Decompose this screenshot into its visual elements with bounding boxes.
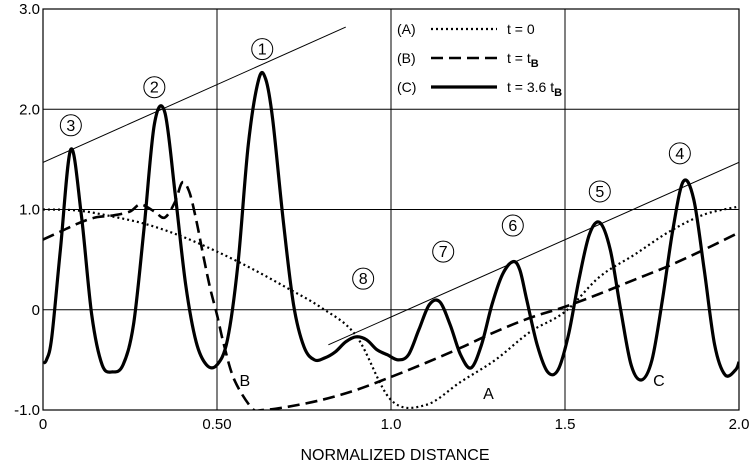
envelope-line [43, 26, 346, 163]
annotations: A B C 1 2 3 4 5 6 7 8 [59, 38, 691, 403]
peak-marker-number: 3 [66, 118, 75, 135]
peak-marker: 1 [251, 38, 274, 61]
curve-label: C [653, 373, 665, 390]
legend-label: t = 0 [507, 21, 535, 37]
peak-marker-circle [432, 240, 455, 263]
curve-label: B [240, 373, 251, 390]
peak-marker: 7 [432, 240, 455, 263]
legend-label-value: 0 [527, 21, 535, 37]
legend-label-prefix: t = [507, 50, 527, 66]
y-tick-label: 2.0 [19, 101, 40, 118]
peak-marker-number: 7 [439, 244, 448, 261]
y-tick-label: 0 [32, 302, 40, 319]
legend-marker: (C) [397, 79, 416, 95]
x-tick-label: 0.50 [202, 416, 231, 433]
x-tick-label: 2.0 [729, 416, 750, 433]
peak-marker-number: 2 [150, 80, 159, 97]
peak-marker-number: 8 [359, 271, 368, 288]
legend-label: t = tB [507, 50, 539, 70]
y-tick-label: 1.0 [19, 202, 40, 219]
legend-item: (B) t = tB [397, 50, 539, 70]
envelope-line [328, 161, 739, 346]
plot-frame [42, 8, 740, 411]
legend-label-subscript: B [554, 87, 562, 99]
peak-marker: 8 [352, 267, 375, 290]
legend-marker: (A) [397, 21, 416, 37]
series-line-a [43, 205, 739, 410]
legend-marker: (B) [397, 50, 416, 66]
peak-marker-circle [352, 267, 375, 290]
y-tick-labels: 3.0 2.0 1.0 0 -1.0 [14, 1, 40, 419]
curve-label: A [483, 386, 494, 403]
legend-label-prefix: t = [507, 79, 527, 95]
peak-marker: 5 [588, 180, 611, 203]
peak-marker: 2 [143, 76, 166, 99]
peak-marker-number: 1 [258, 42, 267, 59]
peak-marker-circle [143, 76, 166, 99]
peak-marker: 6 [501, 214, 524, 237]
x-tick-label: 0 [39, 416, 47, 433]
legend-item: (A) t = 0 [397, 21, 535, 37]
series-lines [43, 70, 739, 410]
series-line-c [43, 70, 739, 382]
legend-label-value: 3.6 t [527, 79, 554, 95]
y-tick-label: -1.0 [14, 402, 40, 419]
x-tick-label: 1.0 [381, 416, 402, 433]
peak-marker-number: 5 [595, 184, 604, 201]
legend-label-subscript: B [531, 58, 539, 70]
legend: (A) t = 0(B) t = tB(C) t = 3.6 tB [397, 21, 562, 99]
peak-marker: 4 [668, 142, 691, 165]
peak-marker-circle [59, 114, 82, 137]
y-tick-label: 3.0 [19, 1, 40, 18]
peak-marker-number: 6 [508, 218, 517, 235]
series-line-b [43, 180, 739, 410]
peak-marker-circle [501, 214, 524, 237]
legend-label-prefix: t = [507, 21, 527, 37]
x-axis-title: NORMALIZED DISTANCE [300, 447, 489, 464]
peak-marker-number: 4 [675, 146, 684, 163]
legend-label-value: t [527, 50, 531, 66]
peak-marker-circle [588, 180, 611, 203]
envelope-lines [43, 26, 739, 346]
peak-marker-circle [251, 38, 274, 61]
peak-marker: 3 [59, 114, 82, 137]
legend-item: (C) t = 3.6 tB [397, 79, 562, 99]
x-tick-label: 1.5 [555, 416, 576, 433]
x-tick-labels: 0 0.50 1.0 1.5 2.0 [39, 416, 750, 433]
legend-label: t = 3.6 tB [507, 79, 562, 99]
peak-marker-circle [668, 142, 691, 165]
